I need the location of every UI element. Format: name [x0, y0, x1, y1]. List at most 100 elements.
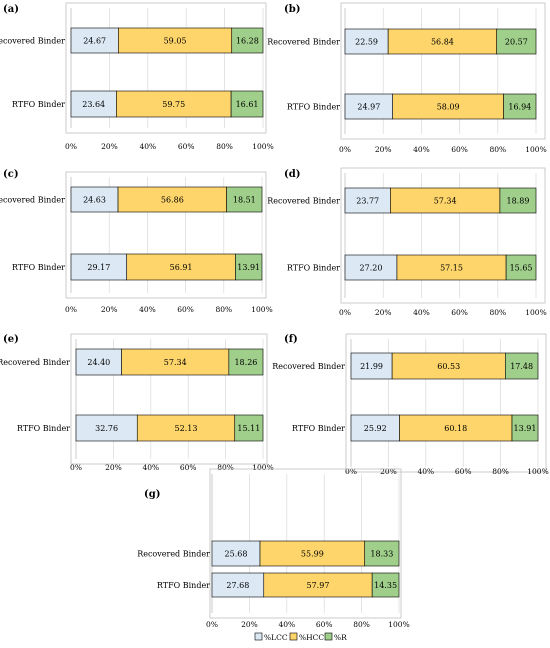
legend-label: %LCC — [264, 633, 288, 642]
category-label: Recovered Binder — [0, 196, 65, 205]
bar-segment — [117, 186, 227, 213]
panel-label: (g) — [144, 489, 160, 500]
category-label: Recovered Binder — [0, 37, 65, 46]
panel-c: (c) Recovered Binder 24.63 56.86 18.51 RTFO B… — [0, 169, 273, 314]
tick-label: 20% — [380, 467, 397, 476]
data-label: 60.53 — [437, 362, 460, 371]
bar-segment — [226, 186, 263, 213]
bar-segment — [70, 186, 119, 213]
bar-segment — [391, 352, 506, 380]
panel-frame — [65, 2, 267, 134]
bar-segment — [392, 93, 504, 120]
data-label: 13.91 — [514, 424, 537, 433]
data-label: 57.34 — [164, 358, 187, 367]
bar-segment — [496, 28, 537, 55]
data-label: 29.17 — [87, 263, 110, 272]
data-label: 20.57 — [505, 38, 528, 47]
bar-segment — [505, 352, 539, 380]
tick-label: 20% — [241, 620, 258, 629]
data-label: 24.40 — [87, 358, 110, 367]
bar-segment — [344, 28, 389, 55]
bar-segment — [231, 27, 264, 54]
bar-segment — [390, 187, 501, 214]
data-label: 57.34 — [434, 197, 457, 206]
bar-segment — [371, 572, 400, 598]
tick-label: 80% — [492, 467, 509, 476]
bar-segment — [399, 414, 513, 442]
tick-label: 60% — [451, 308, 468, 317]
category-label: RTFO Binder — [292, 424, 345, 433]
panel-f: (f) Recovered Binder 21.99 60.53 17.48 RTFO B… — [272, 333, 549, 476]
category-label: Recovered Binder — [0, 358, 70, 367]
legend-swatch — [324, 632, 333, 641]
tick-label: 0% — [70, 463, 82, 472]
bar-segment — [228, 348, 264, 376]
tick-label: 100% — [252, 463, 273, 472]
data-label: 23.77 — [356, 197, 379, 206]
bar-segment — [70, 90, 117, 118]
category-label: RTFO Binder — [12, 100, 65, 109]
data-label: 21.99 — [360, 362, 383, 371]
panel-label: (b) — [284, 4, 300, 15]
data-label: 16.61 — [236, 100, 259, 109]
data-label: 14.35 — [374, 581, 397, 590]
data-label: 18.51 — [233, 196, 256, 205]
category-label: RTFO Binder — [157, 581, 210, 590]
tick-label: 0% — [65, 305, 77, 314]
tick-label: 0% — [339, 145, 351, 154]
data-label: 56.91 — [170, 263, 193, 272]
bar-segment — [235, 253, 263, 281]
panel-label: (f) — [284, 334, 298, 345]
legend: %LCC %HCC %R — [254, 632, 347, 642]
legend-label: %R — [334, 633, 347, 642]
tick-label: 60% — [451, 145, 468, 154]
tick-label: 100% — [252, 142, 273, 151]
panel-frame — [340, 2, 546, 140]
data-label: 57.15 — [440, 264, 463, 273]
panel-frame — [70, 333, 268, 465]
data-label: 27.68 — [226, 581, 249, 590]
bar-segment — [70, 27, 119, 54]
bar-segment — [499, 187, 537, 214]
tick-label: 0% — [339, 308, 351, 317]
data-label: 22.59 — [355, 38, 378, 47]
panel-a: (a) Recovered Binder 24.67 59.05 16.28 RTFO B… — [0, 2, 274, 151]
tick-label: 60% — [180, 463, 197, 472]
bar-segment — [364, 540, 400, 567]
bar-segment — [75, 414, 138, 442]
data-label: 59.75 — [162, 100, 185, 109]
tick-label: 80% — [489, 308, 506, 317]
data-label: 25.92 — [364, 424, 387, 433]
data-label: 24.97 — [357, 103, 380, 112]
legend-swatch — [289, 632, 298, 641]
tick-label: 40% — [417, 467, 434, 476]
tick-label: 80% — [353, 620, 370, 629]
panel-frame — [340, 167, 546, 304]
data-label: 25.68 — [225, 550, 248, 559]
tick-label: 80% — [489, 145, 506, 154]
tick-label: 40% — [139, 142, 156, 151]
data-label: 18.89 — [507, 197, 530, 206]
bar-segment — [118, 27, 233, 54]
data-label: 15.65 — [510, 264, 533, 273]
tick-label: 60% — [177, 305, 194, 314]
bar-segment — [230, 90, 264, 118]
data-label: 17.48 — [510, 362, 533, 371]
bar-segment — [211, 572, 265, 598]
category-label: RTFO Binder — [287, 103, 340, 112]
tick-label: 0% — [206, 620, 218, 629]
tick-label: 20% — [105, 463, 122, 472]
data-label: 32.76 — [95, 424, 118, 433]
category-label: RTFO Binder — [12, 263, 65, 272]
data-label: 13.91 — [237, 263, 260, 272]
category-label: RTFO Binder — [17, 424, 70, 433]
tick-label: 100% — [251, 305, 272, 314]
panel-frame — [65, 171, 267, 299]
bar-segment — [344, 93, 393, 120]
data-label: 15.11 — [237, 424, 260, 433]
bar-segment — [344, 254, 398, 281]
data-label: 56.84 — [431, 38, 454, 47]
bar-segment — [396, 254, 507, 281]
bar-segment — [350, 414, 400, 442]
